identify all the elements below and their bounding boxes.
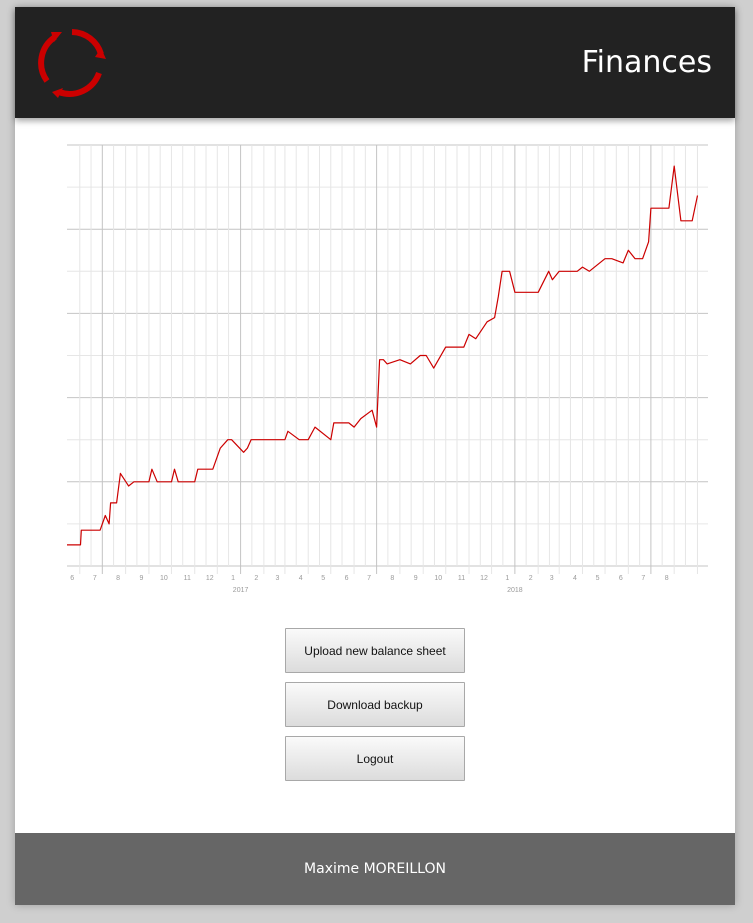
- x-tick-label: 7: [93, 575, 97, 582]
- x-tick-label: 7: [367, 575, 371, 582]
- circular-arrows-logo-icon[interactable]: [37, 28, 107, 98]
- x-tick-label: 4: [573, 575, 577, 582]
- x-tick-label: 3: [275, 575, 279, 582]
- x-tick-label: 1: [231, 575, 235, 582]
- x-tick-label: 10: [434, 575, 442, 582]
- upload-balance-sheet-button[interactable]: Upload new balance sheet: [285, 628, 465, 673]
- x-tick-label: 11: [458, 575, 465, 582]
- download-backup-button[interactable]: Download backup: [285, 682, 465, 727]
- x-tick-label: 6: [345, 575, 349, 582]
- x-tick-label: 9: [414, 575, 418, 582]
- x-year-label: 2017: [233, 587, 249, 594]
- x-tick-label: 11: [184, 575, 191, 582]
- balance-series-line: [67, 165, 699, 546]
- x-tick-label: 8: [390, 575, 394, 582]
- x-tick-label: 4: [299, 575, 303, 582]
- app-header: Finances: [15, 7, 735, 118]
- x-tick-label: 9: [139, 575, 143, 582]
- x-tick-label: 7: [641, 575, 645, 582]
- x-tick-label: 2: [529, 575, 533, 582]
- x-tick-label: 8: [665, 575, 669, 582]
- footer-author: Maxime MOREILLON: [304, 861, 446, 877]
- x-tick-label: 3: [550, 575, 554, 582]
- x-tick-label: 1: [505, 575, 509, 582]
- x-tick-label: 10: [160, 575, 168, 582]
- app-page: Finances 6 7 8 9 10 11 12 1 2 3 4 5 6 7 8 9 10 11 12 1 2 3 4 5 6…: [15, 7, 735, 905]
- x-tick-label: 2: [254, 575, 258, 582]
- x-tick-label: 12: [480, 575, 488, 582]
- app-footer: Maxime MOREILLON: [15, 833, 735, 905]
- x-tick-label: 5: [321, 575, 325, 582]
- x-tick-label: 8: [116, 575, 120, 582]
- x-year-label: 2018: [507, 587, 523, 594]
- logout-button[interactable]: Logout: [285, 736, 465, 781]
- page-title: Finances: [581, 45, 712, 80]
- x-tick-label: 6: [70, 575, 74, 582]
- actions-panel: Upload new balance sheet Download backup…: [285, 628, 465, 790]
- x-tick-label: 6: [619, 575, 623, 582]
- x-tick-label: 5: [596, 575, 600, 582]
- x-tick-label: 12: [206, 575, 214, 582]
